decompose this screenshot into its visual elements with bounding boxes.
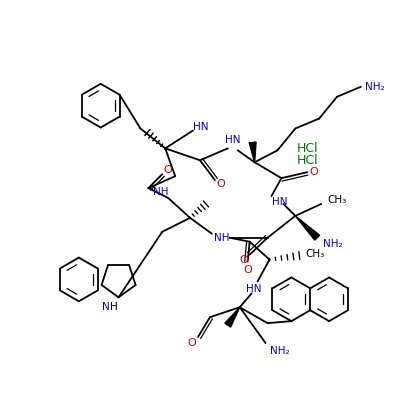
Text: HN: HN <box>225 136 240 146</box>
Text: O: O <box>243 264 252 274</box>
Text: CH₃: CH₃ <box>306 249 325 259</box>
Text: O: O <box>239 254 248 264</box>
Text: O: O <box>310 167 318 177</box>
Text: O: O <box>216 179 225 189</box>
Polygon shape <box>225 307 240 327</box>
Text: HCl: HCl <box>296 154 318 167</box>
Text: HCl: HCl <box>296 142 318 155</box>
Text: HN: HN <box>272 197 287 207</box>
Text: O: O <box>188 338 196 348</box>
Text: NH: NH <box>214 233 230 243</box>
Text: NH₂: NH₂ <box>270 346 289 356</box>
Text: O: O <box>164 165 172 175</box>
Polygon shape <box>249 142 256 162</box>
Text: NH: NH <box>152 187 168 197</box>
Text: NH₂: NH₂ <box>323 239 343 249</box>
Polygon shape <box>295 216 320 240</box>
Text: N: N <box>102 302 110 312</box>
Text: HN: HN <box>246 284 261 294</box>
Text: NH₂: NH₂ <box>365 82 384 92</box>
Text: HN: HN <box>193 122 209 132</box>
Text: CH₃: CH₃ <box>328 195 347 205</box>
Text: H: H <box>110 302 118 312</box>
